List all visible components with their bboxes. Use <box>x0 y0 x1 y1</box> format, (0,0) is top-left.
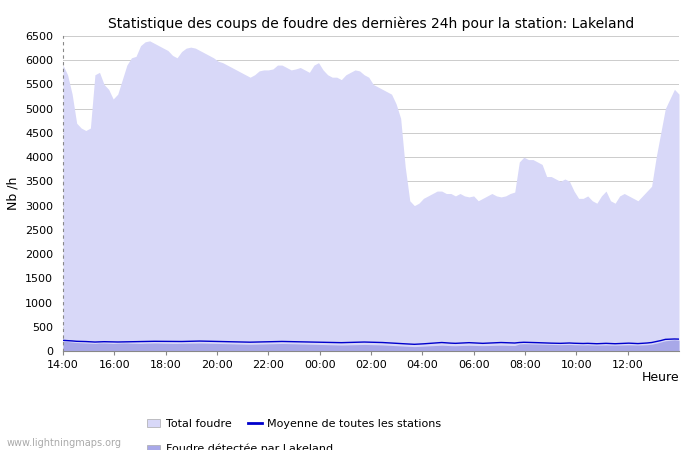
Text: www.lightningmaps.org: www.lightningmaps.org <box>7 438 122 448</box>
Y-axis label: Nb /h: Nb /h <box>6 177 20 210</box>
Title: Statistique des coups de foudre des dernières 24h pour la station: Lakeland: Statistique des coups de foudre des dern… <box>108 16 634 31</box>
Legend: Foudre détectée par Lakeland: Foudre détectée par Lakeland <box>143 440 337 450</box>
Text: Heure: Heure <box>641 372 679 384</box>
